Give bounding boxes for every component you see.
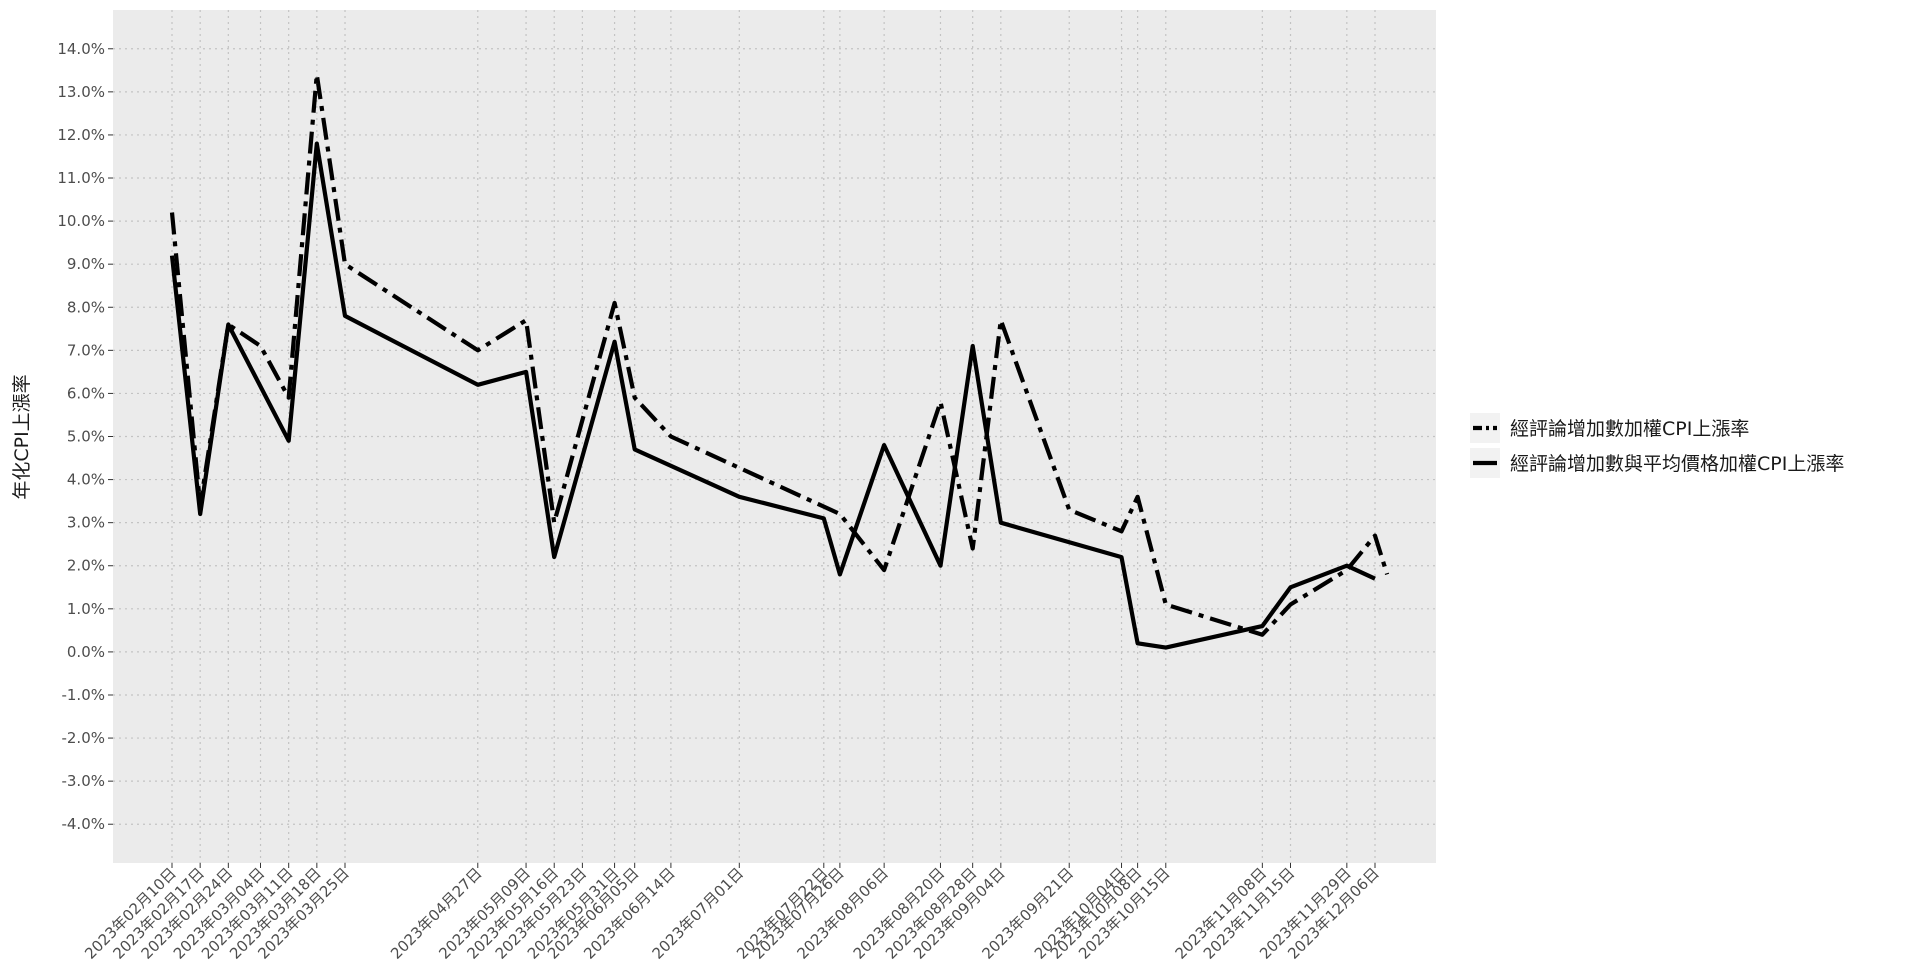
- y-tick-label: 1.0%: [67, 600, 105, 618]
- y-tick-label: 9.0%: [67, 255, 105, 273]
- y-tick-label: 12.0%: [57, 126, 105, 144]
- series-layer: [169, 72, 1390, 650]
- y-tick-label: -2.0%: [61, 729, 105, 747]
- series-line-solid: [169, 141, 1376, 650]
- y-tick-label: 7.0%: [67, 341, 105, 359]
- legend-label: 經評論增加數加權CPI上漲率: [1510, 418, 1749, 440]
- y-tick-label: 10.0%: [57, 212, 105, 230]
- y-tick-label: 3.0%: [67, 514, 105, 532]
- y-tick-label: 6.0%: [67, 384, 105, 402]
- y-tick-label: -4.0%: [61, 815, 105, 833]
- y-axis: -4.0% -3.0% -2.0% -1.0% 0.0% 1.0% 2.0% 3.0% 4.0%…: [57, 40, 113, 833]
- legend-label: 經評論增加數與平均價格加權CPI上漲率: [1510, 453, 1844, 475]
- y-tick-label: -3.0%: [61, 772, 105, 790]
- y-axis-title: 年化CPI上漲率: [11, 374, 33, 499]
- x-axis: 2023年02月10日2023年02月17日2023年02月24日2023年03…: [81, 863, 1383, 963]
- y-tick-label: 8.0%: [67, 298, 105, 316]
- y-tick-label: 0.0%: [67, 643, 105, 661]
- y-tick-label: 4.0%: [67, 471, 105, 489]
- y-tick-label: 14.0%: [57, 40, 105, 58]
- y-tick-label: 13.0%: [57, 83, 105, 101]
- y-tick-label: 2.0%: [67, 557, 105, 575]
- series-line-dashed: [169, 72, 1390, 637]
- y-tick-label: 11.0%: [57, 169, 105, 187]
- y-tick-label: 5.0%: [67, 428, 105, 446]
- y-tick-label: -1.0%: [61, 686, 105, 704]
